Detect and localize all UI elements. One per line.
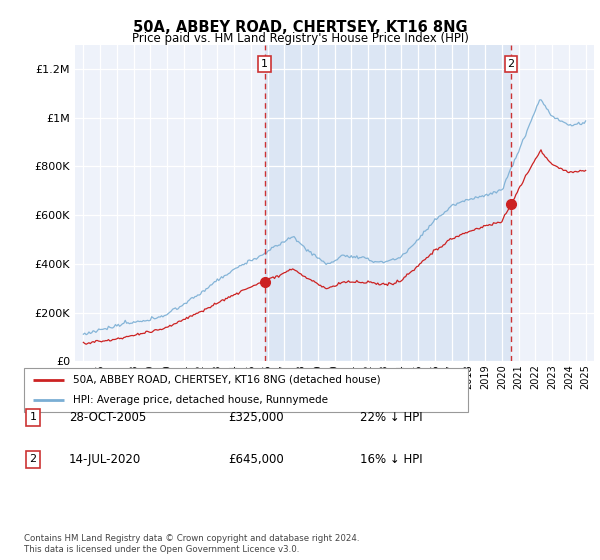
Text: Price paid vs. HM Land Registry's House Price Index (HPI): Price paid vs. HM Land Registry's House …	[131, 32, 469, 45]
Text: 1: 1	[261, 59, 268, 69]
Text: 28-OCT-2005: 28-OCT-2005	[69, 410, 146, 424]
Text: 22% ↓ HPI: 22% ↓ HPI	[360, 410, 422, 424]
Text: Contains HM Land Registry data © Crown copyright and database right 2024.
This d: Contains HM Land Registry data © Crown c…	[24, 534, 359, 554]
Text: HPI: Average price, detached house, Runnymede: HPI: Average price, detached house, Runn…	[73, 395, 328, 405]
FancyBboxPatch shape	[24, 368, 468, 412]
Text: 14-JUL-2020: 14-JUL-2020	[69, 452, 141, 466]
Text: 50A, ABBEY ROAD, CHERTSEY, KT16 8NG (detached house): 50A, ABBEY ROAD, CHERTSEY, KT16 8NG (det…	[73, 375, 380, 385]
Text: 16% ↓ HPI: 16% ↓ HPI	[360, 452, 422, 466]
Text: 1: 1	[29, 412, 37, 422]
Text: 2: 2	[508, 59, 515, 69]
Text: 50A, ABBEY ROAD, CHERTSEY, KT16 8NG: 50A, ABBEY ROAD, CHERTSEY, KT16 8NG	[133, 20, 467, 35]
Text: £325,000: £325,000	[228, 410, 284, 424]
Bar	[265, 45, 511, 361]
Text: 2: 2	[29, 454, 37, 464]
Text: £645,000: £645,000	[228, 452, 284, 466]
